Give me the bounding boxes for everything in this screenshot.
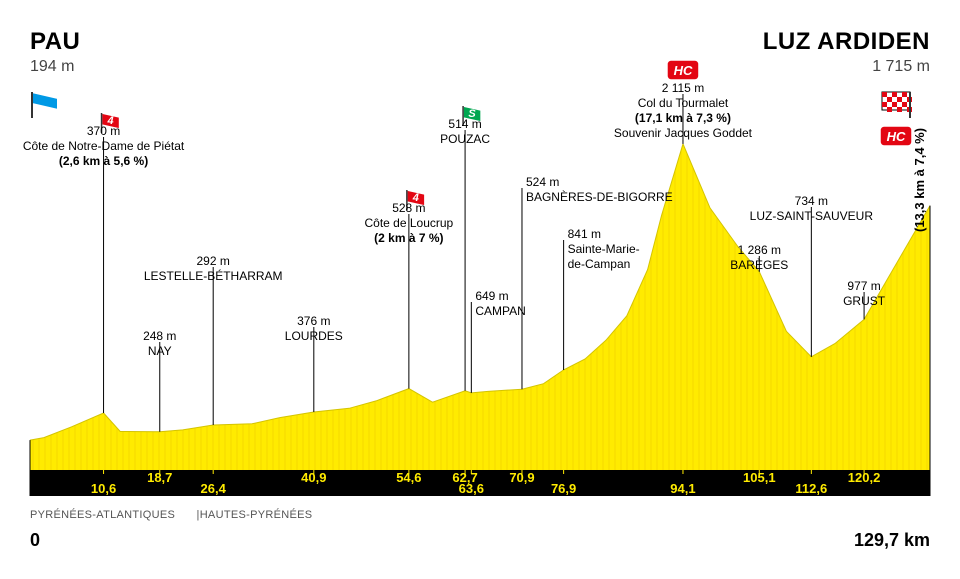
finish-flag-icon: [882, 92, 912, 118]
callout-label: 528 m: [392, 201, 425, 215]
category-badge-hc-icon: HC: [667, 60, 699, 80]
svg-text:HC: HC: [887, 129, 906, 144]
callout-label: LOURDES: [285, 329, 343, 343]
km-label: 10,6: [91, 481, 116, 496]
callout-label: Sainte-Marie-: [568, 242, 640, 256]
callout-label: (17,1 km à 7,3 %): [635, 111, 731, 125]
callout-label: CAMPAN: [475, 304, 525, 318]
km-label: 94,1: [670, 481, 695, 496]
callout-label: 292 m: [197, 254, 230, 268]
callout-label: BAGNÈRES-DE-BIGORRE: [526, 189, 673, 204]
callout-label: 649 m: [475, 289, 508, 303]
callout-label: de-Campan: [568, 257, 631, 271]
callout-label: BARÈGES: [730, 257, 788, 272]
callout-label: 841 m: [568, 227, 601, 241]
km-label: 76,9: [551, 481, 576, 496]
km-label: 54,6: [396, 470, 421, 485]
km-label: 105,1: [743, 470, 776, 485]
callout-label: 524 m: [526, 175, 559, 189]
callout-label: Côte de Notre-Dame de Piétat: [23, 139, 185, 153]
km-label: 40,9: [301, 470, 326, 485]
callout-label: 248 m: [143, 329, 176, 343]
region-labels: PYRÉNÉES-ATLANTIQUES |HAUTES-PYRÉNÉES: [30, 509, 930, 523]
callout-label: (2 km à 7 %): [374, 231, 443, 245]
start-flag-icon: [32, 92, 58, 118]
callout-label: LESTELLE-BÉTHARRAM: [144, 268, 283, 283]
callout-label: 734 m: [795, 194, 828, 208]
footer-total-km: 129,7 km: [854, 530, 930, 551]
category-badge-hc-icon: HC: [880, 126, 912, 146]
finish-gradient-text: (13,3 km à 7,4 %): [912, 128, 927, 232]
callout-label: POUZAC: [440, 132, 490, 146]
callout-label: 376 m: [297, 314, 330, 328]
km-label: 18,7: [147, 470, 172, 485]
callout-label: Col du Tourmalet: [638, 96, 729, 110]
km-label: 63,6: [459, 481, 484, 496]
region-name: |HAUTES-PYRÉNÉES: [197, 509, 313, 521]
callout-label: Souvenir Jacques Goddet: [614, 126, 753, 140]
km-label: 120,2: [848, 470, 881, 485]
callout-label: 1 286 m: [738, 243, 781, 257]
km-label: 70,9: [509, 470, 534, 485]
callout-label: 514 m: [448, 117, 481, 131]
callout-label: GRUST: [843, 294, 886, 308]
km-label: 26,4: [201, 481, 227, 496]
footer-start-km: 0: [30, 530, 40, 551]
profile-chart: 10,618,726,440,954,662,763,670,976,994,1…: [0, 0, 960, 579]
callout-label: NAY: [148, 344, 172, 358]
region-name: PYRÉNÉES-ATLANTIQUES: [30, 509, 175, 521]
callout-label: LUZ-SAINT-SAUVEUR: [750, 209, 874, 223]
svg-text:HC: HC: [674, 63, 693, 78]
callout-label: 2 115 m: [662, 81, 704, 95]
callout-label: (2,6 km à 5,6 %): [59, 154, 148, 168]
callout-label: Côte de Loucrup: [365, 216, 454, 230]
km-label: 112,6: [795, 481, 827, 496]
callout-label: 370 m: [87, 124, 120, 138]
callout-label: 977 m: [847, 279, 880, 293]
